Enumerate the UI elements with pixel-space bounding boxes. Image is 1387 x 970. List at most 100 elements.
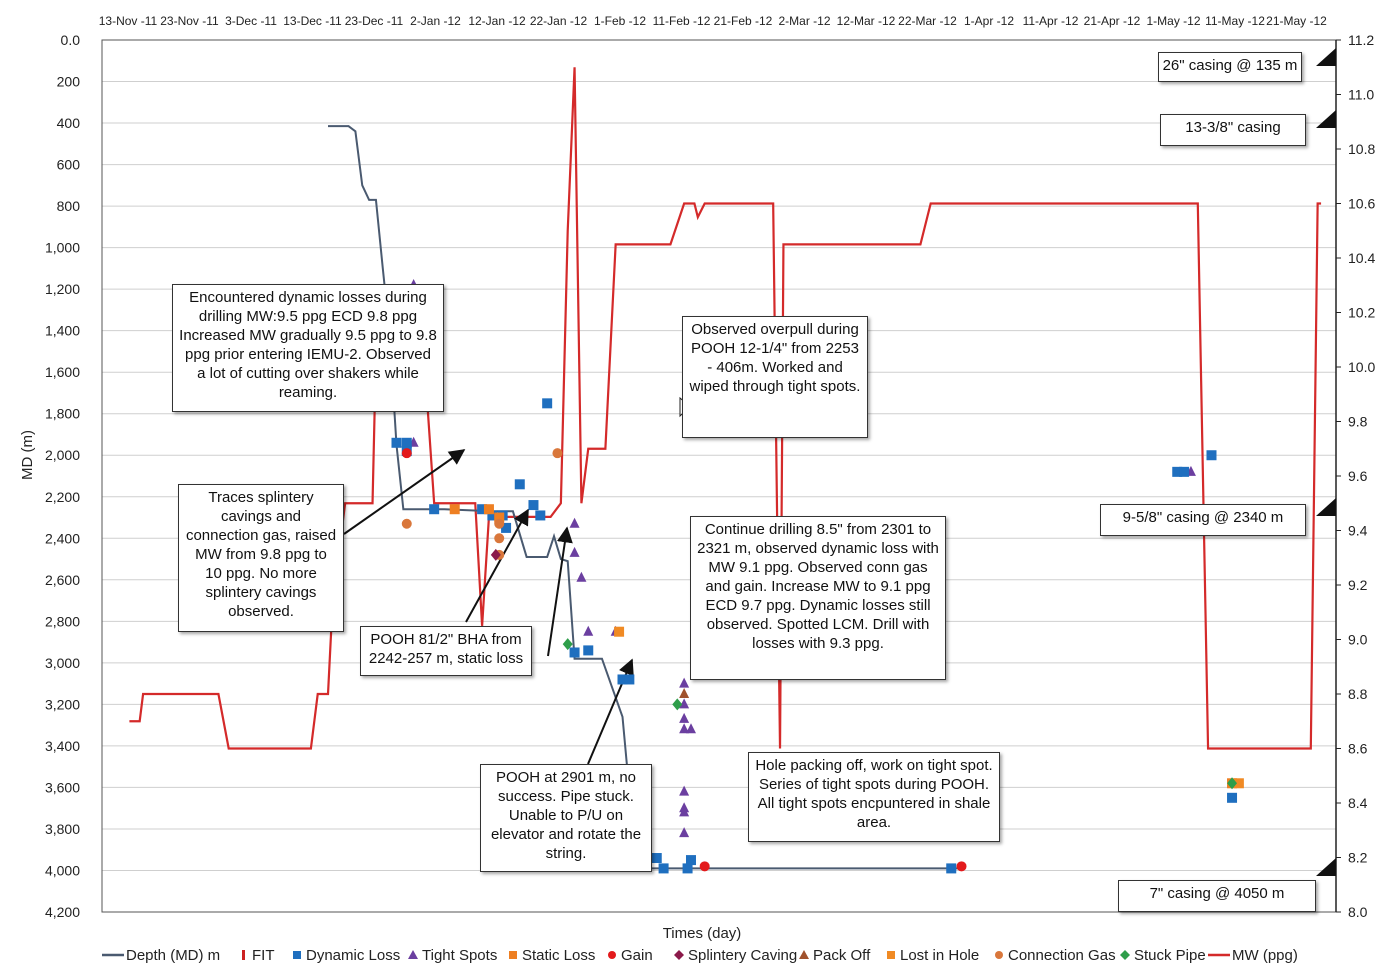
y-right-tick-label: 10.6	[1348, 196, 1375, 212]
y-right-axis-tick-labels: 11.2 11.0 10.8 10.6 10.4 10.2 10.0 9.8 9.6 9.4 9.2…	[1336, 32, 1375, 920]
legend-symbol	[293, 951, 301, 959]
legend-symbol	[1120, 950, 1130, 960]
x-tick-label: 21-Apr -12	[1084, 14, 1141, 28]
y-right-tick-label: 9.8	[1348, 414, 1368, 430]
annotation-arrow	[465, 508, 529, 623]
annotation-pipe-stuck: POOH at 2901 m, no success. Pipe stuck. …	[480, 764, 652, 872]
y-left-tick-label: 2,800	[45, 613, 80, 629]
y-right-tick-label: 9.6	[1348, 468, 1368, 484]
legend-symbol	[608, 951, 616, 959]
dynamic-loss-marker	[617, 674, 628, 685]
y-left-tick-label: 2,200	[45, 489, 80, 505]
annotation-arrow	[343, 449, 466, 535]
connection-gas-marker	[552, 448, 563, 459]
x-tick-label: 22-Jan -12	[530, 14, 588, 28]
annotation-hole-packing: Hole packing off, work on tight spot. Se…	[748, 752, 1000, 842]
legend-symbol	[408, 950, 418, 959]
dynamic-loss-marker	[542, 398, 553, 409]
x-tick-label: 1-May -12	[1146, 14, 1200, 28]
dynamic-loss-marker	[685, 855, 696, 866]
plot-area-frame	[101, 39, 1337, 913]
tight-spot-marker	[679, 698, 690, 709]
y-axis-title: MD (m)	[19, 430, 36, 480]
annotation-pooh-bha: POOH 81/2" BHA from 2242-257 m, static l…	[360, 626, 532, 676]
tight-spot-marker	[685, 723, 696, 734]
x-tick-label: 21-Feb -12	[714, 14, 773, 28]
y-left-tick-label: 0.0	[61, 32, 81, 48]
lost-in-hole-marker	[614, 626, 625, 637]
legend-label: Splintery Caving	[688, 947, 797, 964]
dynamic-loss-marker	[1227, 792, 1238, 803]
legend-label: Pack Off	[813, 947, 871, 964]
legend-label: Gain	[621, 947, 653, 964]
annotation-continue-drilling: Continue drilling 8.5" from 2301 to 2321…	[690, 516, 946, 680]
casing-shoe-markers	[1316, 48, 1336, 876]
x-tick-label: 1-Apr -12	[964, 14, 1014, 28]
legend-label: Tight Spots	[422, 947, 497, 964]
x-tick-label: 12-Mar -12	[837, 14, 896, 28]
static-loss-marker	[494, 512, 505, 523]
y-right-tick-label: 8.6	[1348, 741, 1368, 757]
y-right-tick-label: 8.8	[1348, 686, 1368, 702]
y-left-tick-label: 2,000	[45, 447, 80, 463]
x-tick-label: 11-Feb -12	[653, 14, 711, 28]
y-right-tick-label: 9.2	[1348, 577, 1368, 593]
x-tick-label: 11-Apr -12	[1023, 14, 1079, 28]
dynamic-loss-marker	[1206, 450, 1217, 461]
x-axis-tick-labels: 13-Nov -11 23-Nov -11 3-Dec -11 13-Dec -11 2…	[99, 14, 1327, 28]
dynamic-loss-marker	[514, 479, 525, 490]
connection-gas-marker	[401, 518, 412, 529]
dynamic-loss-marker	[391, 437, 402, 448]
y-right-tick-label: 8.0	[1348, 904, 1368, 920]
tight-spot-marker	[569, 517, 580, 528]
dynamic-loss-marker	[1172, 466, 1183, 477]
annotation-dynamic-losses: Encountered dynamic losses during drilli…	[172, 284, 444, 412]
dynamic-loss-marker	[1179, 466, 1190, 477]
tight-spot-marker	[679, 712, 690, 723]
x-tick-label: 23-Nov -11	[160, 14, 219, 28]
legend-label: Static Loss	[522, 947, 595, 964]
legend-symbol	[995, 951, 1003, 959]
y-right-tick-label: 11.0	[1348, 87, 1374, 103]
y-left-tick-label: 400	[57, 115, 81, 131]
dynamic-loss-marker	[477, 504, 488, 515]
x-axis-title: Times (day)	[663, 925, 742, 942]
legend-symbol	[887, 951, 895, 959]
static-loss-marker	[449, 504, 460, 515]
y-right-tick-label: 10.2	[1348, 305, 1375, 321]
legend-label: Lost in Hole	[900, 947, 979, 964]
y-left-tick-label: 3,000	[45, 655, 80, 671]
x-tick-label: 22-Mar -12	[898, 14, 957, 28]
static-loss-marker	[483, 504, 494, 515]
casing-shoe-icon	[1316, 498, 1336, 516]
y-left-tick-label: 4,000	[45, 862, 80, 878]
y-left-tick-label: 3,200	[45, 696, 80, 712]
legend-symbol	[242, 950, 245, 960]
y-left-tick-label: 2,400	[45, 530, 80, 546]
casing-shoe-icon	[1316, 48, 1336, 66]
splintery-caving-marker	[490, 548, 501, 561]
pack-off-marker	[679, 688, 690, 698]
dynamic-loss-marker	[501, 522, 512, 533]
y-right-tick-label: 9.0	[1348, 632, 1368, 648]
y-left-tick-label: 1,600	[45, 364, 80, 380]
gain-marker	[699, 861, 710, 872]
x-tick-label: 13-Nov -11	[99, 14, 158, 28]
dynamic-loss-marker	[946, 863, 957, 874]
legend-label: Stuck Pipe	[1134, 947, 1206, 964]
legend-label: Dynamic Loss	[306, 947, 400, 964]
tight-spot-marker	[569, 546, 580, 557]
lost-in-hole-marker	[1233, 778, 1244, 789]
dynamic-loss-marker	[487, 510, 498, 521]
legend-label: FIT	[252, 947, 275, 964]
mw-series	[129, 67, 1322, 750]
dynamic-loss-marker	[528, 500, 539, 511]
annotation-splintery-cavings: Traces splintery cavings and connection …	[178, 484, 344, 632]
dynamic-loss-marker	[429, 504, 440, 515]
dynamic-loss-marker	[569, 647, 580, 658]
casing-label-13-3-8in: 13-3/8" casing	[1160, 114, 1306, 146]
y-left-tick-label: 1,400	[45, 323, 80, 339]
legend-label: MW (ppg)	[1232, 947, 1298, 964]
dynamic-loss-marker	[535, 510, 546, 521]
tight-spot-marker	[679, 677, 690, 688]
